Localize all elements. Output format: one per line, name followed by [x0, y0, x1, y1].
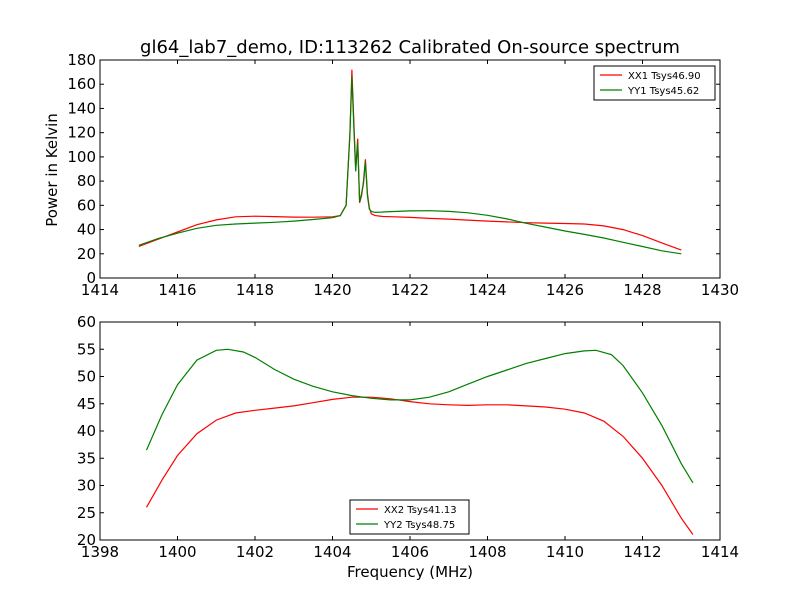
series-line-1-2: [138, 76, 682, 255]
y-tick-label: 20: [77, 531, 96, 549]
x-tick-label: 1414: [81, 281, 119, 299]
y-tick-label: 55: [77, 340, 96, 358]
x-tick-label: 1426: [546, 281, 584, 299]
x-tick-label: 1408: [468, 543, 506, 561]
x-tick-label: 1414: [701, 543, 739, 561]
x-tick-label: 1424: [468, 281, 506, 299]
legend-label: XX1 Tsys46.90: [628, 71, 701, 82]
x-tick-label: 1412: [623, 543, 661, 561]
legend-label: XX2 Tsys41.13: [384, 505, 457, 516]
y-tick-label: 80: [77, 172, 96, 190]
y-tick-label: 120: [67, 124, 96, 142]
x-tick-label: 1416: [158, 281, 196, 299]
y-tick-label: 180: [67, 51, 96, 69]
y-tick-label: 140: [67, 99, 96, 117]
chart-panels: 1414 1416 1418 1420 1422 1424 1426 1428 1430 0 20 4…: [67, 51, 739, 561]
chart-panel-2: 1398 1400 1402 1404 1406 1408 1410 1412 1414 20 25…: [77, 313, 739, 561]
x-tick-label: 1400: [158, 543, 196, 561]
legend-1: XX1 Tsys46.90 YY1 Tsys45.62: [593, 65, 716, 101]
y-tick-label: 40: [77, 422, 96, 440]
legend-box: [593, 65, 716, 101]
series-line-1-1: [138, 69, 682, 251]
chart-title: gl64_lab7_demo, ID:113262 Calibrated On-…: [140, 37, 680, 58]
series-line-2-2: [145, 348, 694, 484]
y-tick-label: 60: [77, 196, 96, 214]
x-tick-label: 1410: [546, 543, 584, 561]
y-tick-label: 25: [77, 504, 96, 522]
legend-box: [349, 499, 470, 535]
x-tick-label: 1404: [313, 543, 351, 561]
x-tick-label: 1402: [236, 543, 274, 561]
y-tick-label: 20: [77, 245, 96, 263]
x-tick-label: 1406: [391, 543, 429, 561]
legend-label: YY1 Tsys45.62: [627, 86, 699, 97]
x-axis-label-bottom: Frequency (MHz): [347, 563, 473, 581]
y-tick-label: 40: [77, 221, 96, 239]
y-tick-label: 100: [67, 148, 96, 166]
y-tick-label: 45: [77, 395, 96, 413]
x-tick-label: 1418: [236, 281, 274, 299]
series-line-2-1: [145, 396, 694, 535]
chart-panel-1: 1414 1416 1418 1420 1422 1424 1426 1428 1430 0 20 4…: [67, 51, 739, 299]
x-tick-label: 1430: [701, 281, 739, 299]
legend-2: XX2 Tsys41.13 YY2 Tsys48.75: [349, 499, 470, 535]
y-tick-label: 35: [77, 449, 96, 467]
y-tick-label: 0: [86, 269, 96, 287]
x-tick-label: 1428: [623, 281, 661, 299]
x-tick-label: 1420: [313, 281, 351, 299]
y-tick-label: 50: [77, 368, 96, 386]
x-tick-label: 1398: [81, 543, 119, 561]
x-tick-label: 1422: [391, 281, 429, 299]
legend-label: YY2 Tsys48.75: [383, 520, 455, 531]
y-tick-label: 60: [77, 313, 96, 331]
y-tick-label: 30: [77, 477, 96, 495]
y-axis-label-top: Power in Kelvin: [43, 113, 61, 227]
y-tick-label: 160: [67, 75, 96, 93]
